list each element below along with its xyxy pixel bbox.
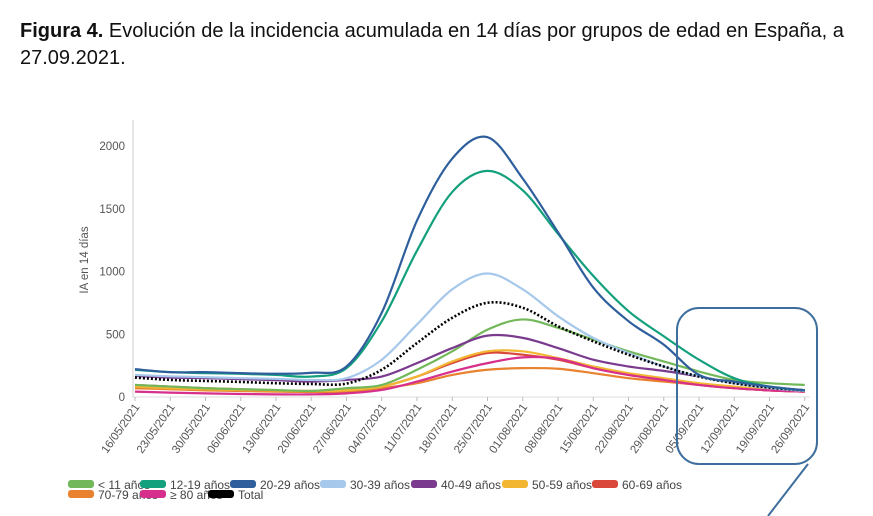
series-line-30-39-a-os [134,272,805,393]
y-tick-label: 2000 [99,141,125,153]
legend-swatch [140,490,166,498]
legend-swatch [68,480,94,488]
y-tick-label: 0 [119,392,125,404]
legend-swatch [320,480,346,488]
legend-swatch [502,480,528,488]
figure-label: Figura 4. [20,20,104,42]
legend-label: 60-69 años [622,478,682,492]
legend-swatch [592,480,618,488]
legend-label: < 11 años [98,478,150,492]
legend-swatch [230,480,256,488]
legend-swatch [411,480,437,488]
highlight-arrow [767,463,809,516]
legend-swatch [140,480,166,488]
y-tick-label: 1000 [99,267,125,279]
y-tick-label: 1500 [99,204,125,216]
legend-label: 40-49 años [441,478,501,492]
legend-label: Total [238,488,263,502]
legend-label: 12-19 años [170,478,230,492]
legend-swatch [208,490,234,498]
figure-caption: Evolución de la incidencia acumulada en … [20,20,844,69]
series-line--80-a-os [134,355,805,396]
series-line-20-29-a-os [134,135,805,392]
figure-title: Figura 4. Evolución de la incidencia acu… [20,18,870,72]
y-axis-label: IA en 14 días [79,226,91,293]
legend-swatch [68,490,94,498]
y-tick-label: 500 [106,329,125,341]
highlight-box [676,307,818,465]
series-line-total [134,300,805,392]
legend-label: 20-29 años [260,478,320,492]
legend-label: 30-39 años [350,478,410,492]
legend-label: 50-59 años [532,478,592,492]
